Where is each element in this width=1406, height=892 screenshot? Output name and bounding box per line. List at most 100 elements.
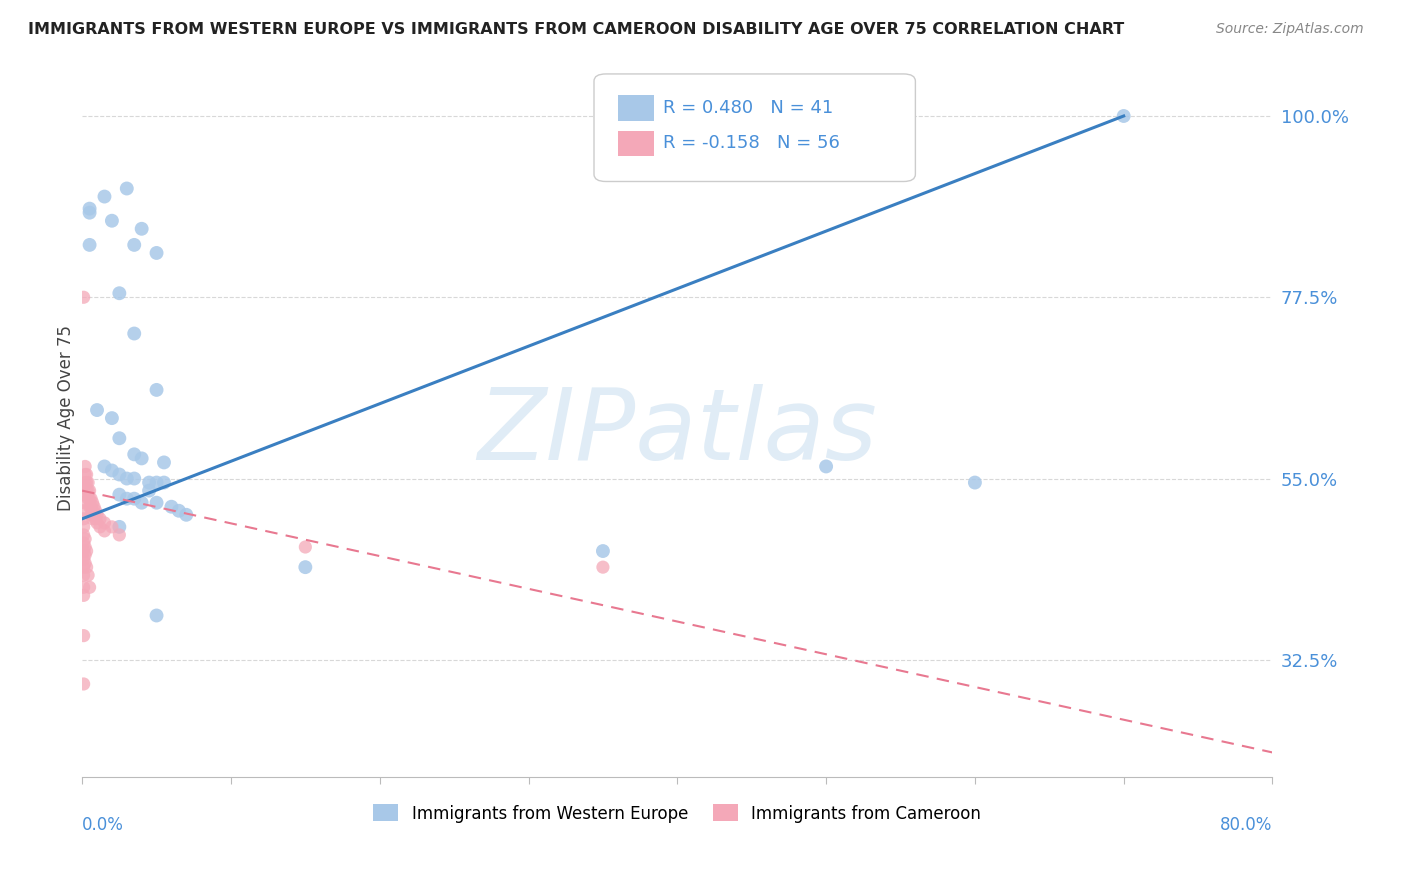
Point [72,520,94,534]
Point [72,488,94,502]
Point [79,580,101,594]
Point [79,205,101,219]
Point [72,677,94,691]
Point [80,491,103,506]
Point [84,512,107,526]
Point [72,560,94,574]
Point [76,483,98,498]
Point [176,508,198,522]
Point [101,213,124,227]
Point [592,544,614,558]
Point [82,504,104,518]
Text: Source: ZipAtlas.com: Source: ZipAtlas.com [1216,22,1364,37]
Point [72,629,94,643]
Point [93,516,115,530]
Point [77,475,100,490]
Point [75,475,97,490]
Text: ZIPatlas: ZIPatlas [478,384,877,481]
Point [122,326,145,341]
Point [72,504,94,518]
Point [72,552,94,566]
Point [79,500,101,514]
Point [145,383,167,397]
Point [86,508,108,522]
Point [160,500,183,514]
Point [77,491,100,506]
Point [72,512,94,526]
Point [122,238,145,252]
Text: 0.0%: 0.0% [82,816,124,834]
Point [115,491,138,506]
Point [79,202,101,216]
Point [75,459,97,474]
Point [145,496,167,510]
Point [108,467,131,482]
Point [82,512,104,526]
Point [108,286,131,301]
Point [76,475,98,490]
Point [167,504,190,518]
Point [93,189,115,203]
Point [101,520,124,534]
Point [76,467,98,482]
Point [101,463,124,477]
Point [75,532,97,546]
Point [79,483,101,498]
Legend: Immigrants from Western Europe, Immigrants from Cameroon: Immigrants from Western Europe, Immigran… [367,797,988,830]
Point [101,411,124,425]
Point [131,221,153,235]
Point [75,467,97,482]
Point [153,455,176,469]
Point [75,556,97,570]
Point [80,508,103,522]
Point [79,491,101,506]
Point [122,447,145,461]
FancyBboxPatch shape [593,74,915,181]
Point [592,560,614,574]
Point [815,459,838,474]
Point [72,290,94,304]
Point [72,480,94,494]
FancyBboxPatch shape [617,95,654,120]
Point [76,544,98,558]
Point [122,491,145,506]
Point [131,496,153,510]
Point [76,560,98,574]
Point [153,475,176,490]
Point [84,504,107,518]
Point [145,246,167,260]
Point [83,508,105,522]
Point [89,512,111,526]
Text: 80.0%: 80.0% [1220,816,1272,834]
Point [145,608,167,623]
Point [93,459,115,474]
Point [131,451,153,466]
Point [115,181,138,195]
Point [86,403,108,417]
Point [93,524,115,538]
Text: R = -0.158   N = 56: R = -0.158 N = 56 [664,135,839,153]
Point [83,500,105,514]
Point [75,540,97,554]
Point [1112,109,1135,123]
FancyBboxPatch shape [617,130,654,156]
Point [108,431,131,445]
Point [72,496,94,510]
Text: R = 0.480   N = 41: R = 0.480 N = 41 [664,99,834,117]
Point [72,536,94,550]
Point [108,520,131,534]
Point [145,475,167,490]
Point [138,483,160,498]
Point [86,516,108,530]
Point [82,496,104,510]
Point [72,568,94,582]
Point [80,500,103,514]
Point [294,540,316,554]
Point [77,483,100,498]
Point [122,471,145,485]
Point [79,238,101,252]
Point [115,471,138,485]
Point [138,475,160,490]
Point [72,544,94,558]
Point [72,588,94,602]
